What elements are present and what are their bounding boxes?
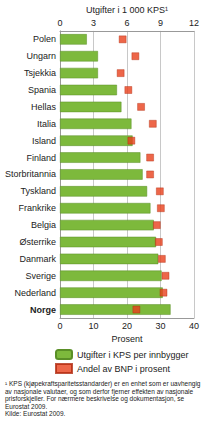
svg-text:Norge: Norge <box>30 305 56 315</box>
html-text:¹ KPS (kjøpekraftsparitetsstan: ¹ KPS (kjøpekraftsparitetsstandarder) er… <box>5 380 201 410</box>
svg-text:30: 30 <box>155 321 165 331</box>
svg-text:Island: Island <box>32 136 56 146</box>
svg-text:Storbritannia: Storbritannia <box>5 169 56 179</box>
svg-text:0: 0 <box>57 321 62 331</box>
svg-text:10: 10 <box>88 321 98 331</box>
svg-text:Prosent: Prosent <box>111 334 143 344</box>
svg-text:0: 0 <box>57 18 62 28</box>
svg-text:Sverige: Sverige <box>25 271 56 281</box>
svg-text:Italia: Italia <box>37 119 56 129</box>
svg-text:Nederland: Nederland <box>14 288 56 298</box>
svg-text:Tyskland: Tyskland <box>20 186 56 196</box>
svg-text:6: 6 <box>124 18 129 28</box>
svg-text:Danmark: Danmark <box>19 254 56 264</box>
html-text:Kilde: Eurostat 2009.: Kilde: Eurostat 2009. <box>5 410 66 418</box>
svg-text:Frankrike: Frankrike <box>18 203 56 213</box>
svg-text:12: 12 <box>189 18 199 28</box>
svg-text:Andel av BNP i prosent: Andel av BNP i prosent <box>77 364 170 374</box>
svg-text:Utgifter i KPS per innbygger: Utgifter i KPS per innbygger <box>77 350 189 360</box>
svg-text:Finland: Finland <box>26 153 56 163</box>
svg-text:9: 9 <box>158 18 163 28</box>
svg-text:Utgifter i 1 000 KPS¹: Utgifter i 1 000 KPS¹ <box>86 5 168 15</box>
svg-text:20: 20 <box>122 321 132 331</box>
svg-text:Østerrike: Østerrike <box>19 237 56 247</box>
svg-text:Spania: Spania <box>28 85 56 95</box>
svg-text:Polen: Polen <box>33 34 56 44</box>
svg-text:Hellas: Hellas <box>31 102 57 112</box>
svg-text:40: 40 <box>189 321 199 331</box>
svg-text:3: 3 <box>91 18 96 28</box>
svg-text:Belgia: Belgia <box>31 220 56 230</box>
svg-text:Tsjekkia: Tsjekkia <box>24 68 56 78</box>
svg-text:Ungarn: Ungarn <box>26 51 56 61</box>
